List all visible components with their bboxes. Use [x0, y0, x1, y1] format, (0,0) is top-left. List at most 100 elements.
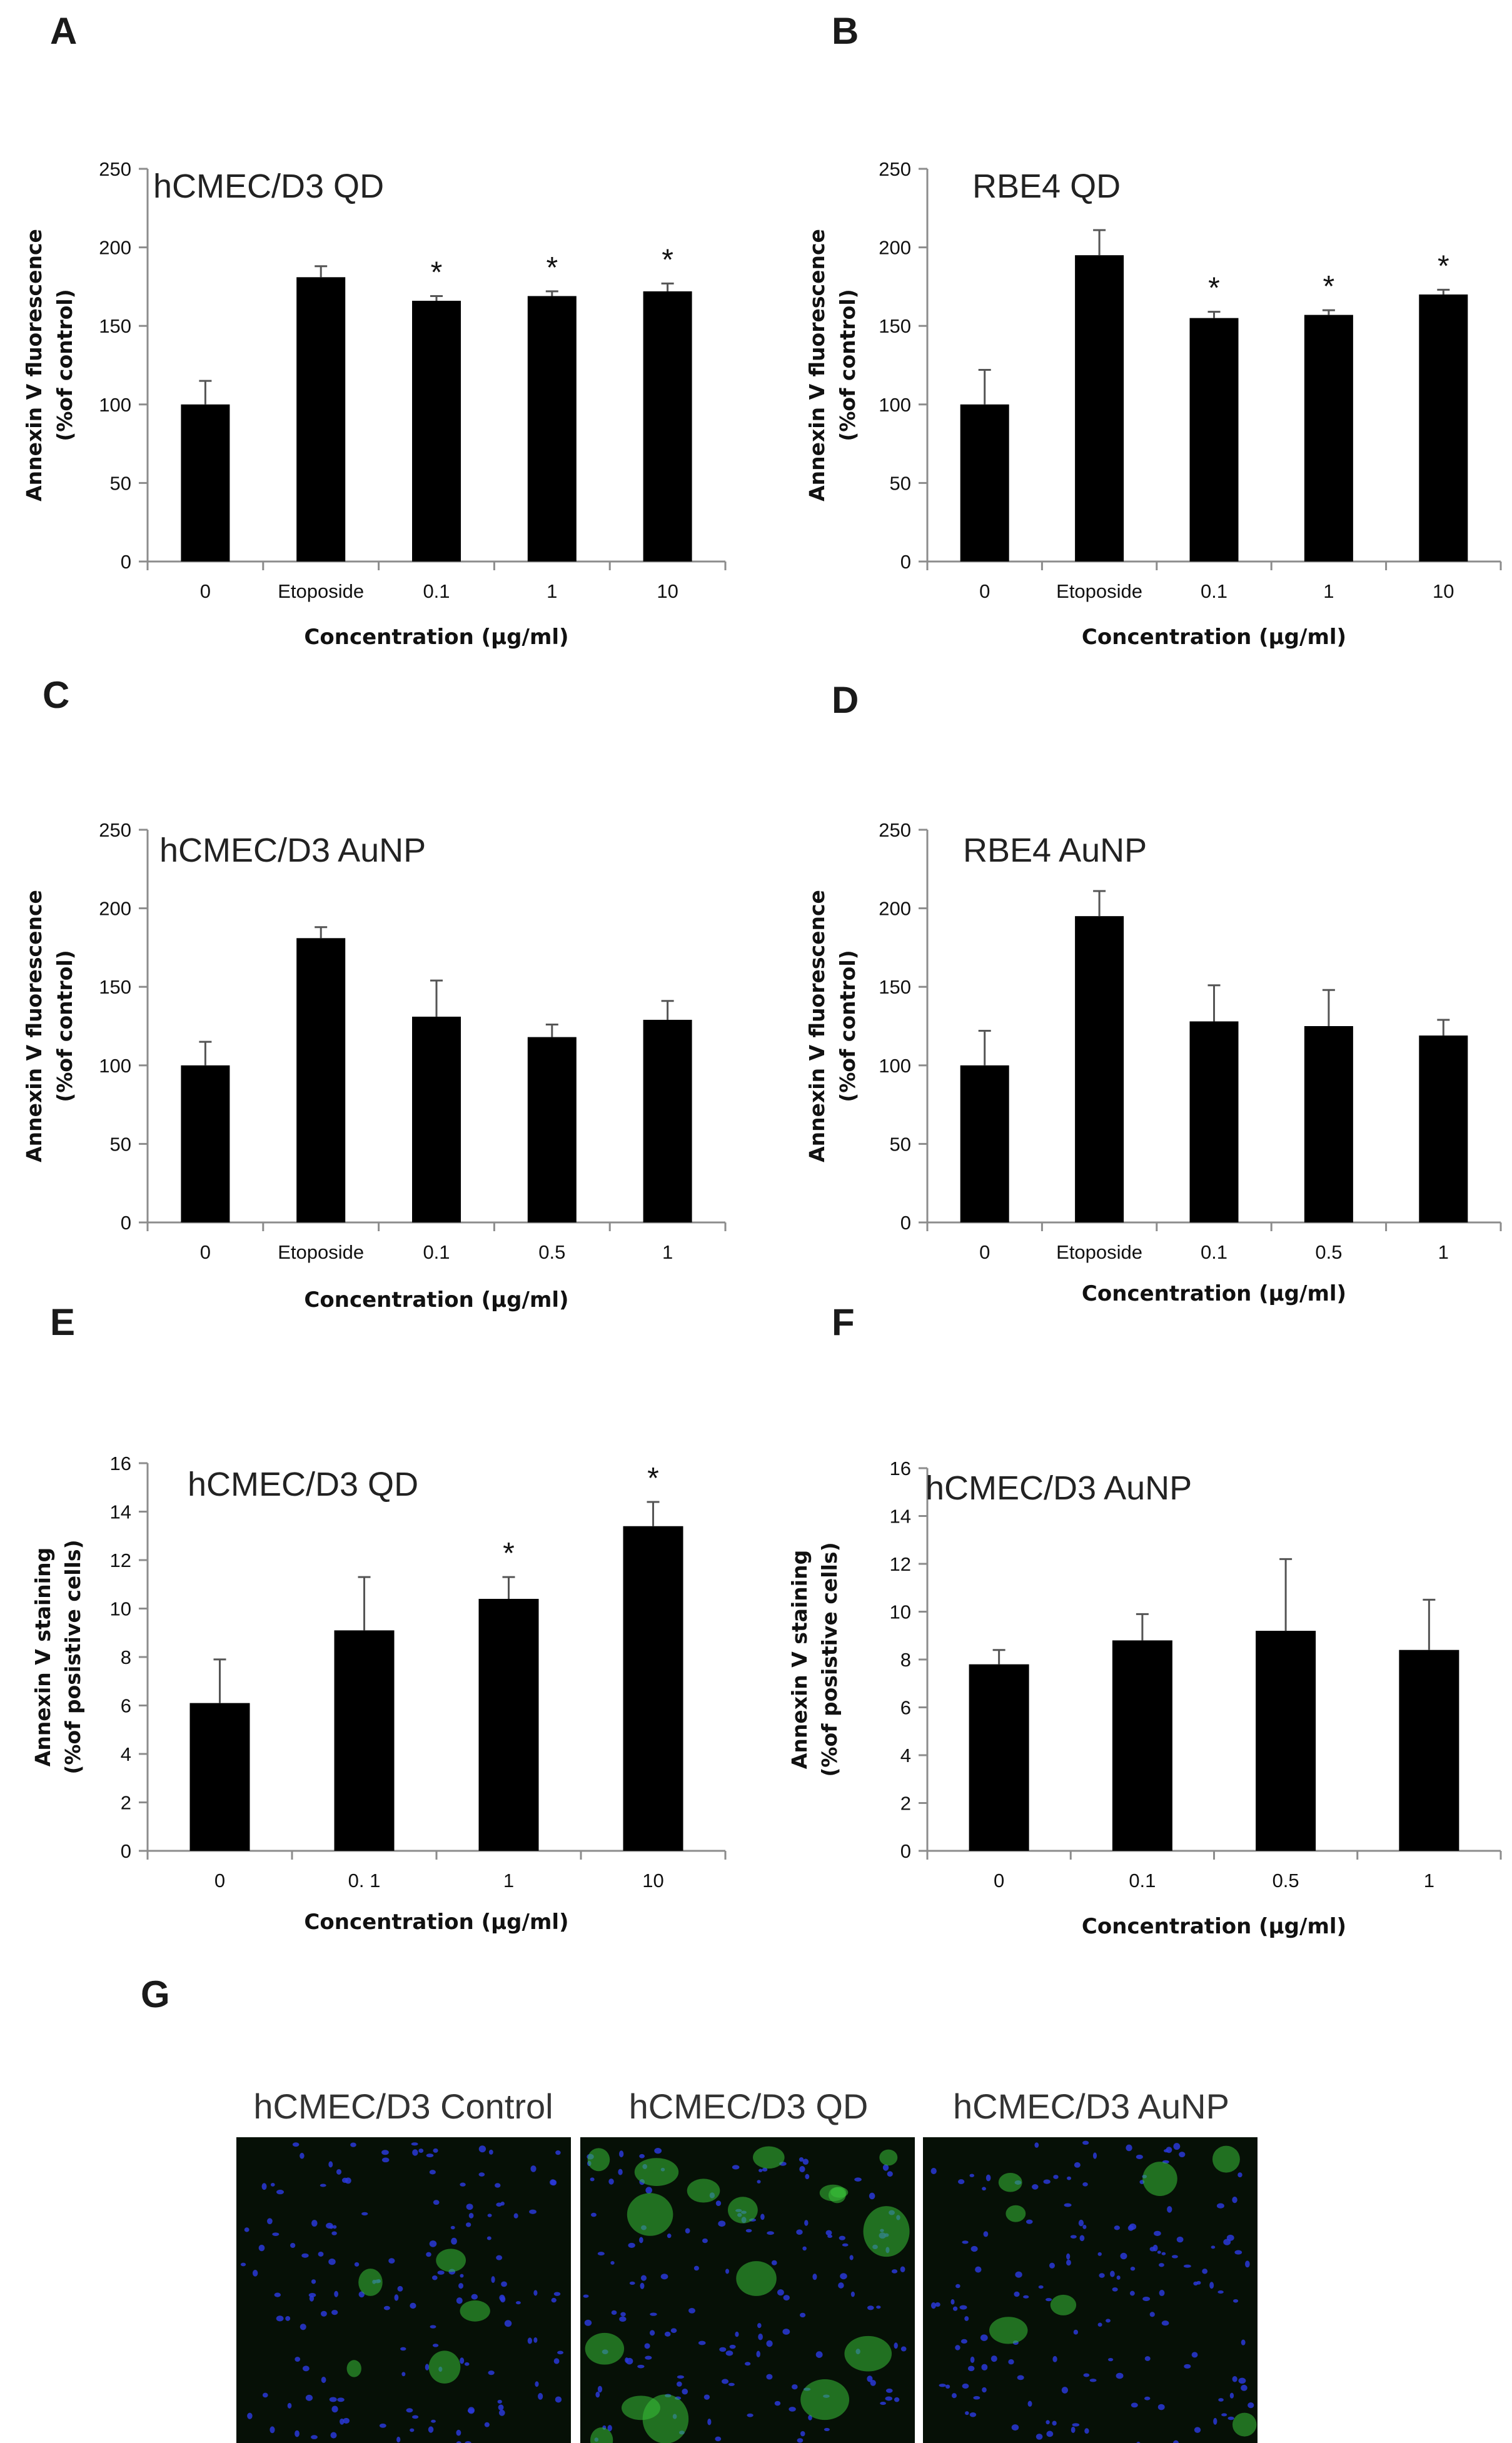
cell-nucleus [1221, 2413, 1227, 2417]
y-tick-label: 50 [110, 472, 131, 494]
cell-nucleus [464, 2362, 470, 2366]
cell-nucleus [973, 2395, 980, 2400]
cell-nucleus [1227, 2416, 1234, 2420]
annexin-positive-cell [863, 2206, 910, 2257]
cell-nucleus [955, 2284, 960, 2289]
cell-nucleus [350, 2142, 356, 2147]
cell-nucleus [400, 2347, 406, 2351]
y-tick-label: 8 [121, 1646, 131, 1668]
cell-nucleus [430, 2325, 436, 2329]
cell-nucleus [311, 2435, 318, 2439]
cell-nucleus [381, 2150, 389, 2155]
bar [181, 1065, 230, 1222]
cell-nucleus [394, 2294, 399, 2301]
micrograph-title-qd: hCMEC/D3 QD [629, 2087, 869, 2126]
cell-nucleus [1074, 2162, 1081, 2168]
cell-nucleus [610, 2261, 615, 2265]
cell-nucleus [361, 2212, 368, 2216]
cell-nucleus [618, 2168, 623, 2175]
cell-nucleus [1209, 2282, 1214, 2289]
cell-nucleus [802, 2158, 809, 2165]
cell-nucleus [276, 2315, 284, 2322]
cell-nucleus [484, 2422, 490, 2427]
y-axis-label: Annexin V staining [31, 1548, 55, 1766]
cell-nucleus [1149, 2312, 1155, 2317]
cell-nucleus [945, 2384, 950, 2389]
cell-nucleus [343, 2417, 350, 2424]
cell-nucleus [825, 2230, 832, 2236]
cell-nucleus [1120, 2252, 1127, 2260]
significance-star: * [546, 251, 558, 285]
y-tick-label: 4 [121, 1743, 131, 1765]
cell-nucleus [1066, 2259, 1071, 2266]
cell-nucleus [330, 2432, 337, 2439]
y-tick-label: 8 [900, 1649, 911, 1671]
cell-nucleus [1173, 2143, 1181, 2150]
panel-label-b: B [832, 10, 859, 52]
y-axis-label: (%of control) [835, 950, 860, 1102]
cell-nucleus [478, 2172, 485, 2177]
cell-nucleus [553, 2358, 560, 2364]
cell-nucleus [732, 2165, 740, 2170]
cell-nucleus [677, 2375, 685, 2379]
cell-nucleus [1218, 2398, 1224, 2402]
cell-nucleus [1112, 2287, 1118, 2292]
cell-nucleus [495, 2183, 501, 2188]
cell-nucleus [595, 2391, 600, 2398]
cell-nucleus [328, 2259, 336, 2265]
cell-nucleus [410, 2302, 416, 2309]
cell-nucleus [337, 2397, 345, 2402]
chart-c-hcmec-aunp: 0 50 100 150 200 250 0 Etoposide 0.1 0.5 1 hCMEC/D3… [22, 819, 727, 1312]
significance-star: * [647, 1462, 659, 1495]
x-tick-label: 0.5 [1315, 1241, 1342, 1263]
cell-nucleus [583, 2294, 589, 2298]
cell-nucleus [497, 2399, 502, 2404]
cell-nucleus [1194, 2427, 1201, 2433]
y-tick-label: 6 [121, 1695, 131, 1717]
panel-label-c: C [43, 674, 69, 716]
cell-nucleus [500, 2296, 506, 2303]
cell-nucleus [328, 2161, 333, 2168]
cell-nucleus [969, 2174, 974, 2177]
y-tick-label: 0 [121, 1840, 131, 1862]
cell-nucleus [702, 2238, 708, 2244]
x-tick-label: 0 [200, 1241, 211, 1263]
cell-nucleus [981, 2364, 988, 2371]
chart-e-hcmec-qd-staining: 0 2 4 6 8 10 12 14 16 0 0. 1 1 * 10 * hCMEC/D3 QD Concen… [31, 1453, 727, 1935]
bar [960, 1065, 1009, 1222]
cell-nucleus [460, 2182, 466, 2187]
cell-nucleus [1116, 2275, 1121, 2280]
bar [296, 277, 346, 562]
cell-nucleus [1089, 2379, 1097, 2382]
cell-nucleus [757, 2180, 761, 2184]
cell-nucleus [465, 2222, 471, 2227]
cell-nucleus [1038, 2285, 1044, 2289]
significance-star: * [662, 243, 673, 276]
cell-nucleus [383, 2305, 390, 2310]
cell-nucleus [766, 2374, 773, 2380]
x-tick-label: 1 [1438, 1241, 1449, 1263]
cell-nucleus [970, 2245, 978, 2252]
cell-nucleus [1247, 2402, 1254, 2409]
cell-nucleus [1172, 2440, 1179, 2443]
cell-nucleus [640, 2275, 647, 2281]
bar [1189, 1021, 1239, 1222]
cell-nucleus [530, 2165, 537, 2172]
cell-nucleus [1159, 2290, 1165, 2297]
cell-nucleus [410, 2428, 415, 2432]
cell-nucleus [1070, 2235, 1077, 2239]
cell-nucleus [649, 2330, 655, 2336]
cell-nucleus [645, 2187, 652, 2194]
cell-nucleus [629, 2281, 635, 2285]
x-tick-label: 0.5 [538, 1241, 565, 1263]
y-tick-label: 4 [900, 1745, 911, 1766]
cell-nucleus [1061, 2387, 1069, 2394]
cell-nucleus [1066, 2253, 1071, 2260]
micrograph-qd [580, 2137, 915, 2443]
annexin-positive-cell [627, 2193, 673, 2236]
cell-nucleus [429, 2170, 436, 2175]
significance-star: * [1323, 270, 1335, 303]
cell-nucleus [894, 2397, 900, 2402]
cell-nucleus [760, 2214, 765, 2220]
annexin-positive-cell [436, 2249, 466, 2272]
